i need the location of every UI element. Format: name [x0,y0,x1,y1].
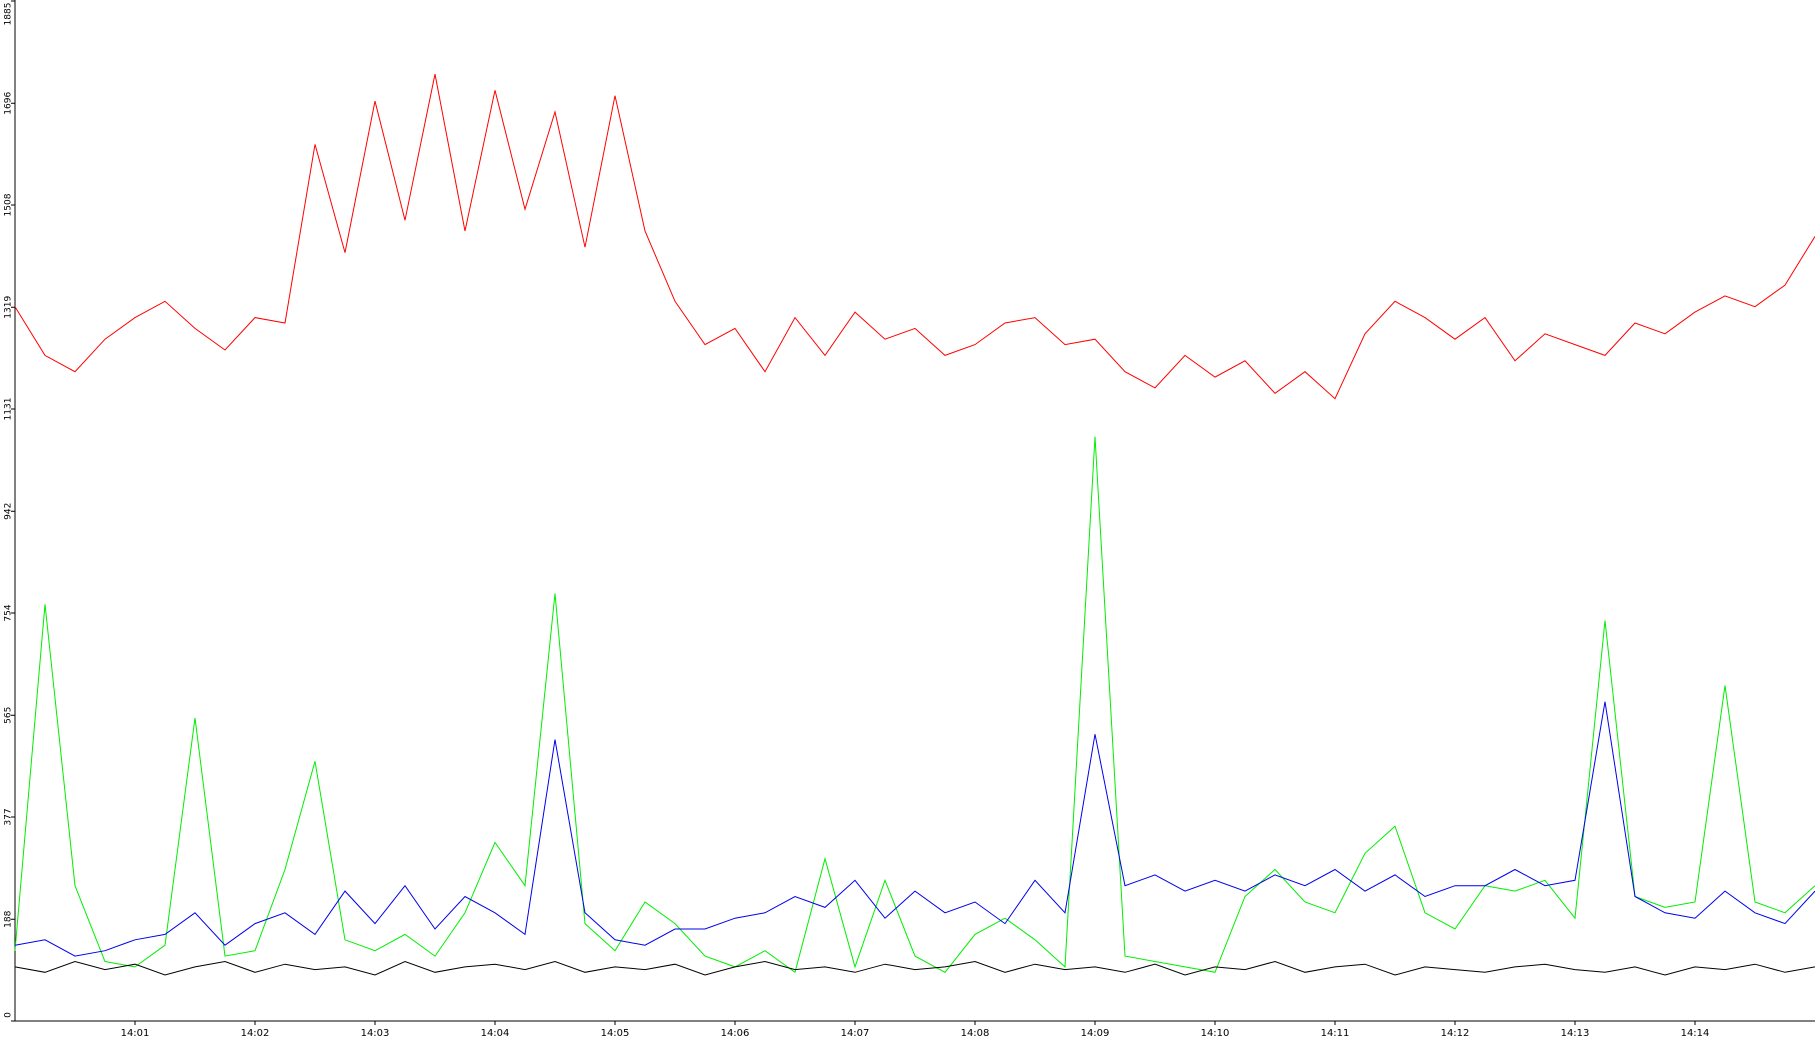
x-tick-label: 14:07 [841,1028,870,1039]
x-tick-label: 14:05 [601,1028,630,1039]
x-tick-label: 14:09 [1081,1028,1110,1039]
series-line [14,436,1815,974]
y-tick-label: 565 [4,707,14,724]
y-tick-label: 942 [4,503,14,520]
x-tick-label: 14:06 [721,1028,750,1039]
x-tick-label: 14:02 [241,1028,270,1039]
x-tick-label: 14:14 [1681,1028,1710,1039]
y-tick-label: 0 [4,1012,14,1018]
x-tick-label: 14:13 [1561,1028,1590,1039]
y-tick-label: 377 [4,808,14,825]
x-tick-label: 14:03 [361,1028,390,1039]
y-tick-label: 1696 [4,92,14,115]
y-tick-label: 1319 [4,296,14,319]
x-tick-label: 14:08 [961,1028,990,1039]
x-tick-label: 14:12 [1441,1028,1470,1039]
series-line [14,960,1815,976]
y-tick-label: 754 [4,604,14,621]
y-tick-label: 1131 [4,398,14,421]
y-tick-label: 188 [4,910,14,927]
x-tick-label: 14:04 [481,1028,510,1039]
series-line [14,701,1815,957]
y-tick-label: 1508 [4,193,14,216]
x-tick-label: 14:11 [1321,1028,1350,1039]
x-tick-label: 14:10 [1201,1028,1230,1039]
x-tick-label: 14:01 [121,1028,150,1039]
series-line [14,73,1815,400]
y-tick-label: 1885 [4,3,14,26]
